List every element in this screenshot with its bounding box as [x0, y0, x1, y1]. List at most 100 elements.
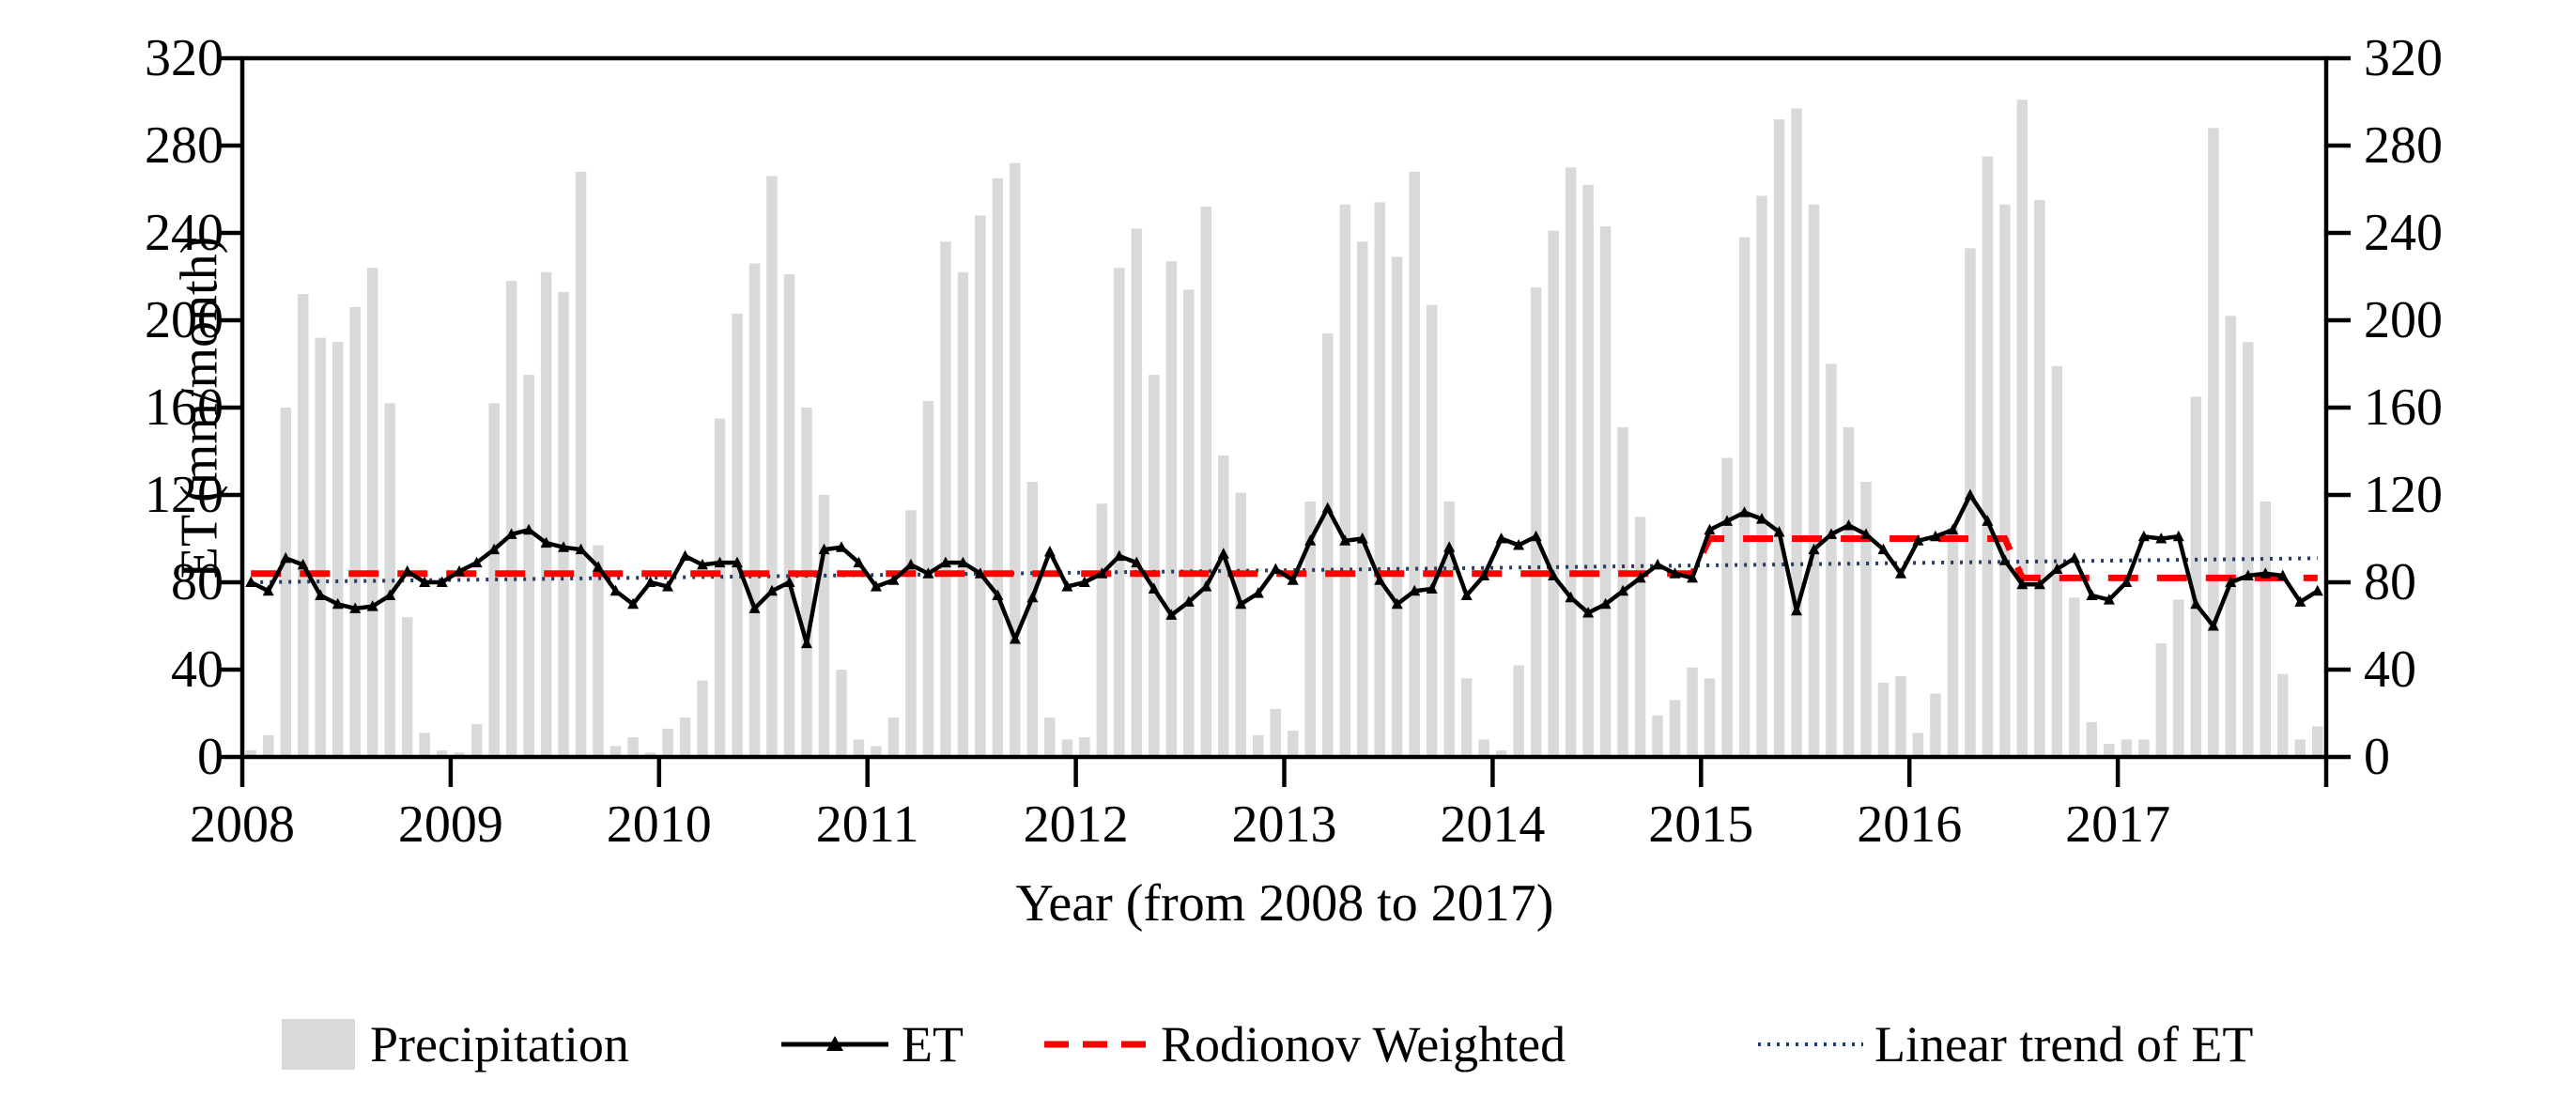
et-point-marker — [957, 556, 969, 568]
precip-bar — [540, 271, 552, 757]
et-point-marker — [454, 564, 466, 577]
et-point-marker — [1877, 543, 1890, 555]
precip-bar — [922, 401, 934, 757]
precip-bar — [732, 314, 743, 757]
precip-bar — [1704, 678, 1716, 757]
et-point-marker — [1513, 539, 1525, 550]
et-point-marker — [609, 584, 622, 596]
precip-bar — [1026, 482, 1039, 757]
y-right-tick-label: 160 — [2364, 378, 2443, 437]
et-point-marker — [2086, 589, 2098, 600]
y-right-tick-label: 0 — [2364, 728, 2390, 786]
precip-bar — [1877, 683, 1890, 758]
et-point-marker — [1339, 534, 1351, 546]
precip-bar — [1634, 517, 1646, 758]
et-point-marker — [2121, 576, 2133, 587]
et-point-marker — [1356, 533, 1368, 544]
precip-bar — [401, 617, 413, 757]
precip-bar — [2225, 316, 2236, 757]
precip-bar — [1895, 676, 1906, 757]
et-point-marker — [436, 576, 448, 587]
et-point-marker — [1530, 530, 1542, 542]
precip-bar — [2069, 597, 2080, 757]
et-point-marker — [523, 523, 535, 535]
precip-bar — [1756, 195, 1767, 757]
x-year-label: 2011 — [815, 795, 919, 854]
et-point-marker — [2225, 576, 2237, 587]
precip-bar — [2277, 673, 2289, 757]
precip-bar — [1443, 502, 1455, 757]
et-point-marker — [1460, 589, 1473, 600]
precip-bar — [1079, 737, 1090, 757]
precip-bar — [1044, 718, 1056, 757]
x-year-label: 2008 — [190, 795, 295, 854]
et-point-marker — [2294, 595, 2306, 607]
et-point-marker — [2068, 551, 2080, 563]
et-point-marker — [2242, 569, 2254, 580]
et-point-marker — [2207, 620, 2219, 631]
legend-rodionov-label: Rodionov Weighted — [1161, 1016, 1566, 1073]
legend-et-label: ET — [902, 1016, 964, 1073]
et-point-marker — [349, 602, 362, 613]
precip-bar — [1912, 733, 1924, 757]
x-year-label: 2013 — [1231, 795, 1337, 854]
et-point-marker — [1895, 567, 1906, 579]
et-point-marker — [2172, 530, 2184, 542]
precip-bar — [1339, 204, 1350, 758]
precip-bar — [2138, 739, 2150, 757]
precip-bar — [905, 510, 917, 757]
x-year-label: 2017 — [2065, 795, 2171, 854]
et-point-marker — [1374, 574, 1386, 585]
et-point-marker — [1391, 597, 1403, 610]
et-point-marker — [1548, 569, 1560, 580]
y-right-tick-label: 80 — [2364, 553, 2416, 611]
precip-bar — [488, 403, 500, 757]
et-point-marker — [1634, 571, 1646, 583]
et-point-marker — [1843, 519, 1855, 531]
et-point-marker — [558, 541, 570, 552]
et-point-marker — [1043, 546, 1056, 557]
precip-bar — [1826, 363, 1837, 757]
precip-bar — [470, 724, 483, 757]
precip-bar — [1218, 455, 1229, 757]
et-point-marker — [697, 558, 708, 570]
precip-bar — [575, 171, 587, 757]
et-point-marker — [1078, 576, 1090, 587]
precip-bar — [2312, 726, 2323, 758]
y-left-tick-label: 80 — [171, 553, 224, 611]
et-point-marker — [1704, 523, 1716, 535]
precip-bar — [2190, 396, 2202, 757]
precip-bar — [887, 718, 900, 757]
legend-precipitation-swatch — [282, 1019, 355, 1070]
precip-bar — [505, 281, 517, 757]
et-point-marker — [280, 551, 292, 563]
x-year-label: 2014 — [1440, 795, 1546, 854]
precip-bar — [280, 408, 291, 757]
precip-bar — [593, 545, 604, 757]
precip-bar — [871, 746, 882, 757]
y-right-tick-label: 120 — [2364, 466, 2443, 524]
y-left-tick-label: 200 — [145, 291, 224, 349]
et-point-marker — [1947, 523, 1959, 535]
precip-bar — [940, 241, 951, 757]
precip-bar — [1426, 304, 1438, 757]
et-point-marker — [836, 541, 847, 552]
et-point-marker — [1443, 541, 1456, 552]
et-point-marker — [1964, 488, 1976, 500]
et-point-marker — [2103, 594, 2115, 605]
y-left-tick-label: 120 — [145, 466, 224, 524]
precip-bar — [315, 337, 326, 757]
et-point-marker — [1113, 549, 1125, 562]
precip-bar — [1253, 734, 1264, 758]
precip-bar — [1304, 502, 1316, 757]
et-point-marker — [1026, 591, 1039, 603]
legend-et-swatch — [781, 1036, 888, 1051]
et-point-marker — [714, 556, 726, 568]
et-point-marker — [2276, 569, 2289, 580]
precip-bar — [853, 739, 865, 757]
precip-bar — [1478, 739, 1489, 757]
precip-bar — [1200, 207, 1211, 758]
y-right-tick-label: 240 — [2364, 204, 2443, 262]
precip-bar — [609, 746, 622, 757]
